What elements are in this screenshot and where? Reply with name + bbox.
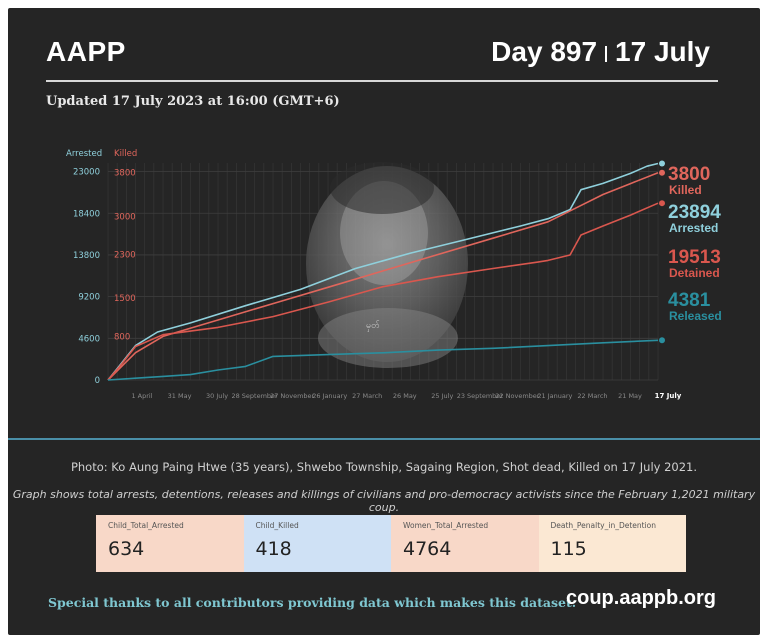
- x-tick-label: 22 March: [577, 392, 607, 400]
- stat-label: Child_Total_Arrested: [108, 521, 184, 530]
- portrait-photo: မှတ်: [306, 162, 468, 368]
- x-tick-label: 28 September: [231, 392, 278, 400]
- graph-description: Graph shows total arrests, detentions, r…: [12, 488, 756, 514]
- stat-value: 4764: [403, 538, 452, 560]
- updated-timestamp: Updated 17 July 2023 at 16:00 (GMT+6): [46, 94, 340, 109]
- right-tick-label: 3000: [114, 212, 136, 222]
- portrait-shoulder-shape: [318, 308, 458, 368]
- end-label-value-killed: 3800: [668, 164, 710, 185]
- left-tick-label: 23000: [73, 168, 100, 178]
- x-tick-label: 23 September: [457, 392, 504, 400]
- stat-value: 634: [108, 538, 145, 560]
- right-axis-title: Killed: [114, 149, 137, 159]
- day-label: Day 897: [491, 36, 598, 67]
- series-end-dot-released: [659, 337, 665, 344]
- x-tick-label: 27 November: [270, 392, 314, 400]
- left-tick-label: 4600: [78, 334, 100, 344]
- series-line-released: [107, 339, 659, 381]
- end-label-value-released: 4381: [668, 290, 711, 311]
- right-tick-label: 2300: [114, 251, 136, 261]
- end-label-value-detained: 19513: [668, 247, 721, 268]
- header-rule: [46, 80, 718, 82]
- right-tick-label: 800: [114, 332, 130, 342]
- series-end-dot-arrested: [659, 160, 665, 167]
- stat-label: Child_Killed: [255, 521, 299, 530]
- series-end-dot-killed: [659, 169, 665, 176]
- thanks-note: Special thanks to all contributors provi…: [48, 595, 577, 610]
- date-label: 17 July: [615, 36, 710, 67]
- x-tick-label: 17 July: [655, 392, 682, 400]
- series-line-killed: [107, 171, 659, 381]
- infographic-frame: AAPP Day 897 17 July Updated 17 July 2023…: [8, 8, 760, 635]
- day-date-label: Day 897 17 July: [491, 36, 710, 68]
- right-tick-label: 1500: [114, 294, 136, 304]
- stats-strip: Child_Total_Arrested 634 Child_Killed 41…: [96, 515, 686, 572]
- x-tick-label: 26 January: [312, 392, 347, 400]
- stat-card-child-killed: Child_Killed 418: [243, 515, 391, 572]
- end-label-name-arrested: Arrested: [669, 221, 718, 235]
- portrait-photo-oval: [306, 166, 468, 362]
- stat-label: Death_Penalty_in_Detention: [550, 521, 657, 530]
- x-tick-label: 25 July: [431, 392, 453, 400]
- section-divider: [8, 438, 760, 440]
- left-tick-label: 9200: [78, 293, 100, 303]
- series-line-arrested: [107, 162, 659, 381]
- right-tick-label: 3800: [114, 169, 136, 179]
- series-line-detained: [107, 202, 659, 381]
- x-tick-label: 26 May: [393, 392, 417, 400]
- end-label-name-detained: Detained: [669, 266, 720, 280]
- stat-card-death-penalty: Death_Penalty_in_Detention 115: [538, 515, 686, 572]
- photo-watermark: မှတ်: [366, 320, 380, 332]
- x-tick-label: 21 January: [537, 392, 572, 400]
- left-axis-title: Arrested: [66, 149, 102, 159]
- axis-layer: Arrested Killed 0 4600 9200 13800 18400 23000 80…: [66, 149, 682, 400]
- stat-label: Women_Total_Arrested: [403, 521, 489, 530]
- photo-caption: Photo: Ko Aung Paing Htwe (35 years), Sh…: [70, 460, 698, 474]
- series-end-dot-detained: [659, 200, 665, 207]
- x-tick-label: 22 November: [495, 392, 539, 400]
- x-tick-label: 30 July: [206, 392, 228, 400]
- left-tick-label: 18400: [73, 209, 100, 219]
- stat-value: 115: [550, 538, 587, 560]
- separator-bar: [605, 45, 608, 62]
- series-layer: [107, 160, 665, 381]
- end-label-name-released: Released: [669, 309, 722, 323]
- stat-card-women-arrested: Women_Total_Arrested 4764: [391, 515, 539, 572]
- brand-title: AAPP: [46, 36, 126, 67]
- portrait-hair-shape: [330, 162, 434, 214]
- cumulative-line-chart: မှတ် Arrested Killed 0 4600 9200 13800 18400 23…: [66, 149, 722, 400]
- left-tick-label: 13800: [73, 251, 100, 261]
- left-tick-label: 0: [95, 376, 100, 386]
- end-label-name-killed: Killed: [669, 183, 702, 197]
- website-link[interactable]: coup.aappb.org: [566, 587, 716, 609]
- x-tick-label: 1 April: [131, 392, 152, 400]
- x-tick-label: 31 May: [168, 392, 192, 400]
- x-tick-label: 27 March: [352, 392, 382, 400]
- stat-value: 418: [255, 538, 292, 560]
- x-tick-label: 21 May: [618, 392, 642, 400]
- end-label-value-arrested: 23894: [668, 202, 721, 223]
- stat-card-child-arrested: Child_Total_Arrested 634: [96, 515, 244, 572]
